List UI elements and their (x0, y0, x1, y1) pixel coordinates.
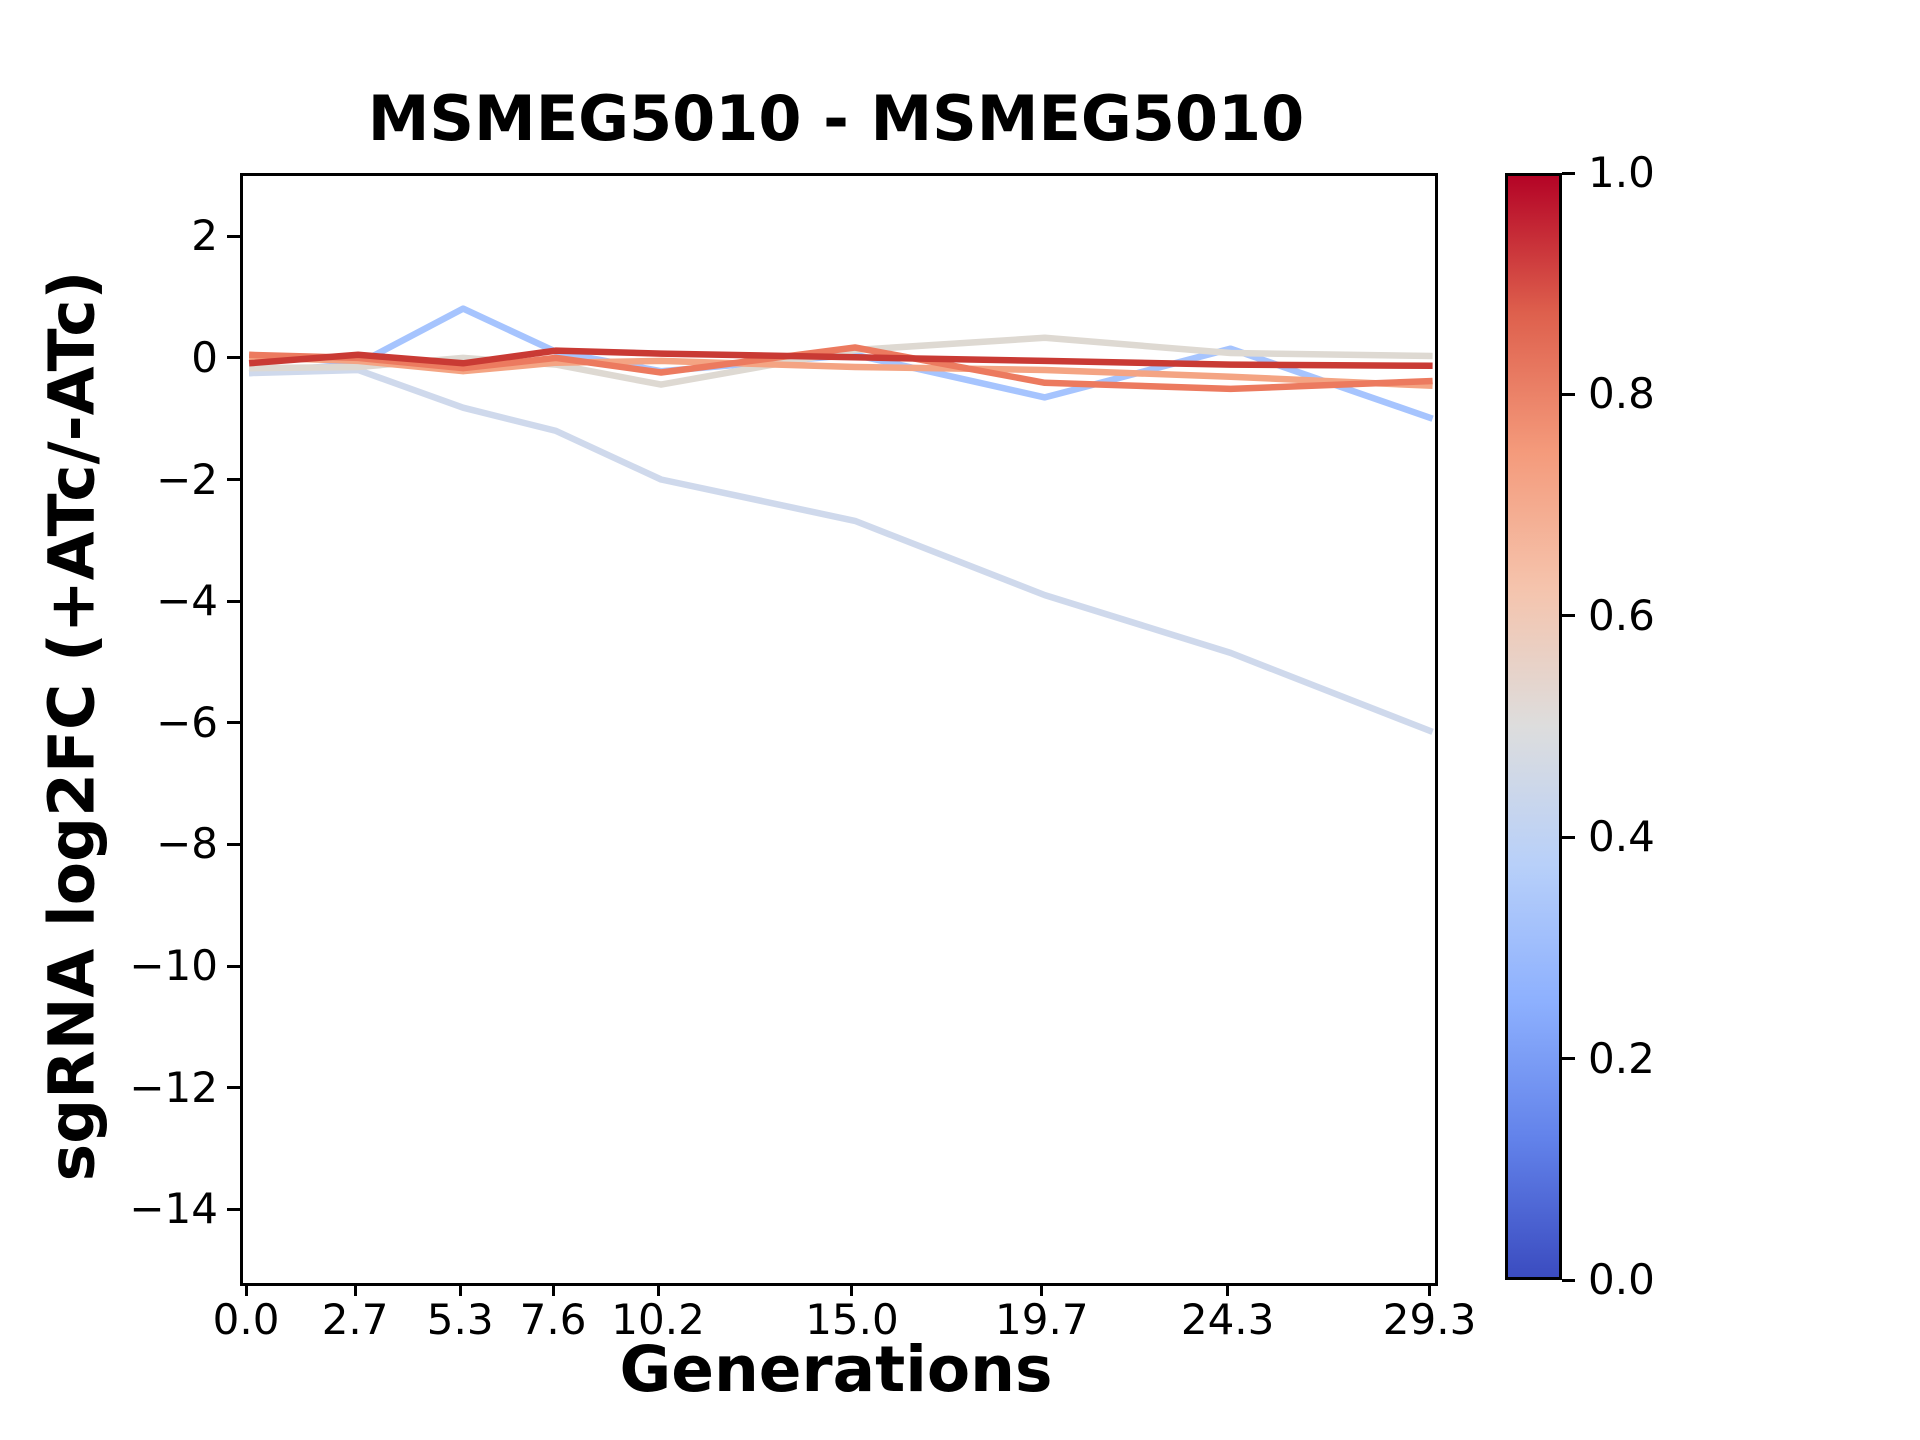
x-tick-label: 29.3 (1382, 1295, 1477, 1344)
y-tick-mark (227, 964, 240, 968)
y-tick-label: −10 (129, 941, 218, 991)
y-tick-label: −8 (156, 819, 218, 869)
colorbar-tick-label: 0.4 (1588, 812, 1655, 862)
x-tick-label: 15.0 (805, 1295, 899, 1344)
y-tick-mark (227, 1086, 240, 1090)
x-tick-label: 10.2 (611, 1295, 705, 1344)
y-tick-label: −14 (129, 1184, 218, 1234)
x-tick-mark (1428, 1283, 1432, 1296)
colorbar-tick-mark (1562, 614, 1575, 618)
colorbar-tick-mark (1562, 171, 1575, 175)
x-tick-mark (551, 1283, 555, 1296)
y-tick-label: −4 (156, 576, 218, 626)
series-line-1 (249, 366, 1434, 735)
x-tick-label: 5.3 (426, 1295, 494, 1344)
y-tick-label: −12 (129, 1062, 218, 1112)
x-axis-label: Generations (619, 1333, 1053, 1406)
colorbar-tick-mark (1562, 392, 1575, 396)
colorbar-tick-mark (1562, 1057, 1575, 1061)
series-line-4 (249, 344, 1433, 393)
line-plot (248, 305, 1434, 735)
y-tick-mark (227, 1207, 240, 1211)
colorbar-tick-label: 0.2 (1588, 1033, 1655, 1083)
y-tick-mark (227, 721, 240, 725)
x-tick-mark (1040, 1283, 1044, 1296)
x-tick-mark (458, 1283, 462, 1296)
colorbar-tick-label: 0.6 (1588, 590, 1655, 640)
colorbar-tick-label: 0.0 (1588, 1255, 1655, 1304)
colorbar (1505, 173, 1562, 1280)
x-tick-label: 0.0 (212, 1295, 280, 1344)
y-tick-label: −2 (156, 454, 218, 504)
y-tick-mark (227, 842, 240, 846)
colorbar-tick-label: 1.0 (1588, 148, 1655, 197)
x-tick-mark (1226, 1283, 1230, 1296)
y-tick-mark (227, 234, 240, 238)
x-tick-mark (244, 1283, 248, 1296)
chart-title: MSMEG5010 - MSMEG5010 (367, 82, 1305, 155)
y-tick-label: −6 (156, 697, 218, 747)
x-tick-mark (850, 1283, 854, 1296)
colorbar-tick-label: 0.8 (1588, 369, 1655, 419)
y-tick-mark (227, 478, 240, 482)
x-tick-label: 19.7 (995, 1295, 1089, 1344)
x-tick-label: 7.6 (519, 1295, 587, 1344)
x-tick-label: 24.3 (1180, 1295, 1275, 1344)
colorbar-tick-mark (1562, 835, 1575, 839)
series-line-5 (248, 347, 1433, 370)
x-tick-mark (656, 1283, 660, 1296)
y-tick-mark (227, 356, 240, 360)
y-tick-label: 2 (191, 211, 218, 261)
colorbar-tick-mark (1562, 1278, 1575, 1282)
plot-area (240, 173, 1438, 1286)
y-tick-label: 0 (191, 332, 218, 382)
x-tick-label: 2.7 (321, 1295, 389, 1344)
y-tick-mark (227, 599, 240, 603)
x-tick-mark (353, 1283, 357, 1296)
